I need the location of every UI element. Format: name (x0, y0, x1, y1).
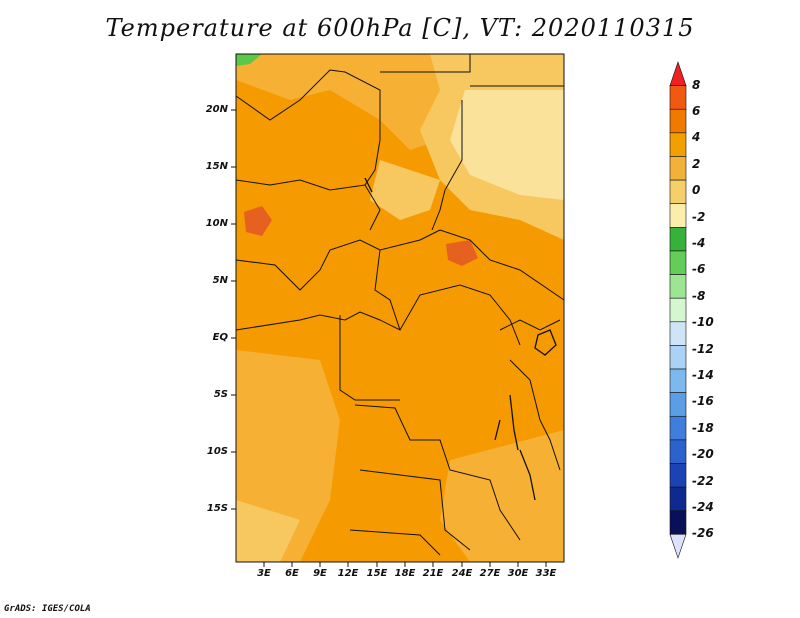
colorbar-label: -6 (692, 262, 706, 277)
lon-label-3e: 3E (257, 568, 271, 579)
lat-label-10s: 10S (206, 446, 228, 457)
colorbar-label: 2 (692, 156, 701, 171)
lat-label-20n: 20N (205, 104, 228, 115)
lon-label-15e: 15E (366, 568, 388, 579)
lat-label-15s: 15S (206, 503, 228, 514)
colorbar-label: -8 (692, 288, 706, 303)
colorbar-segment (669, 179, 687, 205)
map-title: Temperature at 600hPa [C], VT: 202011031… (105, 14, 695, 42)
colorbar-segment (669, 297, 687, 323)
colorbar-segment (669, 486, 687, 512)
colorbar-label: -4 (692, 236, 706, 250)
colorbar-label: 0 (692, 183, 701, 198)
colorbar-label: 4 (692, 130, 701, 145)
colorbar-label: -22 (692, 473, 714, 488)
colorbar-label: -20 (692, 447, 714, 462)
colorbar-label: -16 (692, 394, 714, 409)
axis-ticks (231, 109, 547, 567)
hot-patch-west (244, 206, 272, 236)
colorbar-segment (669, 510, 687, 535)
lon-label-18e: 18E (394, 568, 416, 579)
colorbar-segment (669, 368, 687, 393)
lon-label-12e: 12E (337, 568, 359, 579)
colorbar-label: 6 (692, 104, 701, 119)
colorbar-segment (669, 250, 687, 275)
colorbar-label: -12 (692, 341, 714, 356)
colorbar-segment (669, 85, 687, 110)
colorbar-segment (669, 132, 687, 157)
colorbar-segment (669, 108, 687, 134)
light-patch-central (370, 160, 440, 220)
lat-label-eq: EQ (212, 332, 228, 343)
light-band-southwest (236, 500, 300, 562)
colorbar-segment (669, 439, 687, 464)
colorbar-segment (669, 61, 687, 86)
country-borders (235, 54, 565, 556)
lat-label-5s: 5S (213, 389, 228, 400)
map-frame (235, 53, 565, 563)
colorbar-label: -14 (692, 367, 714, 382)
lon-label-30e: 30E (507, 568, 529, 579)
lat-label-15n: 15N (205, 161, 228, 172)
colorbar-label: -24 (692, 499, 714, 514)
lon-label-24e: 24E (451, 568, 473, 579)
colorbar-label: -26 (692, 526, 714, 541)
colorbar-segment (669, 227, 687, 252)
lon-label-27e: 27E (479, 568, 501, 579)
colorbar-segment (669, 534, 687, 559)
hot-patch-central (446, 240, 478, 266)
lat-label-10n: 10N (205, 218, 228, 229)
colorbar (669, 61, 687, 559)
lon-label-9e: 9E (313, 568, 327, 579)
colorbar-segment (669, 203, 687, 228)
colorbar-label: -2 (692, 209, 706, 224)
temperature-field (235, 53, 565, 563)
lake-outlines (364, 177, 557, 501)
lon-label-6e: 6E (285, 568, 299, 579)
colorbar-segment (669, 392, 687, 417)
cool-patch-northwest (236, 54, 262, 66)
credit-text: GrADS: IGES/COLA (4, 604, 91, 614)
colorbar-segment (669, 345, 687, 370)
warm-band-southeast (440, 430, 564, 562)
pale-band-northeast (450, 90, 564, 200)
colorbar-segment (669, 415, 687, 441)
lon-label-21e: 21E (422, 568, 444, 579)
colorbar-segment (669, 321, 687, 346)
lat-label-5n: 5N (212, 275, 228, 286)
colorbar-label: -10 (692, 315, 714, 330)
colorbar-label: -18 (692, 420, 714, 435)
colorbar-label: 8 (692, 77, 701, 92)
colorbar-segment (669, 274, 687, 299)
colorbar-segment (669, 156, 687, 181)
colorbar-segment (669, 463, 687, 488)
lon-label-33e: 33E (535, 568, 557, 579)
